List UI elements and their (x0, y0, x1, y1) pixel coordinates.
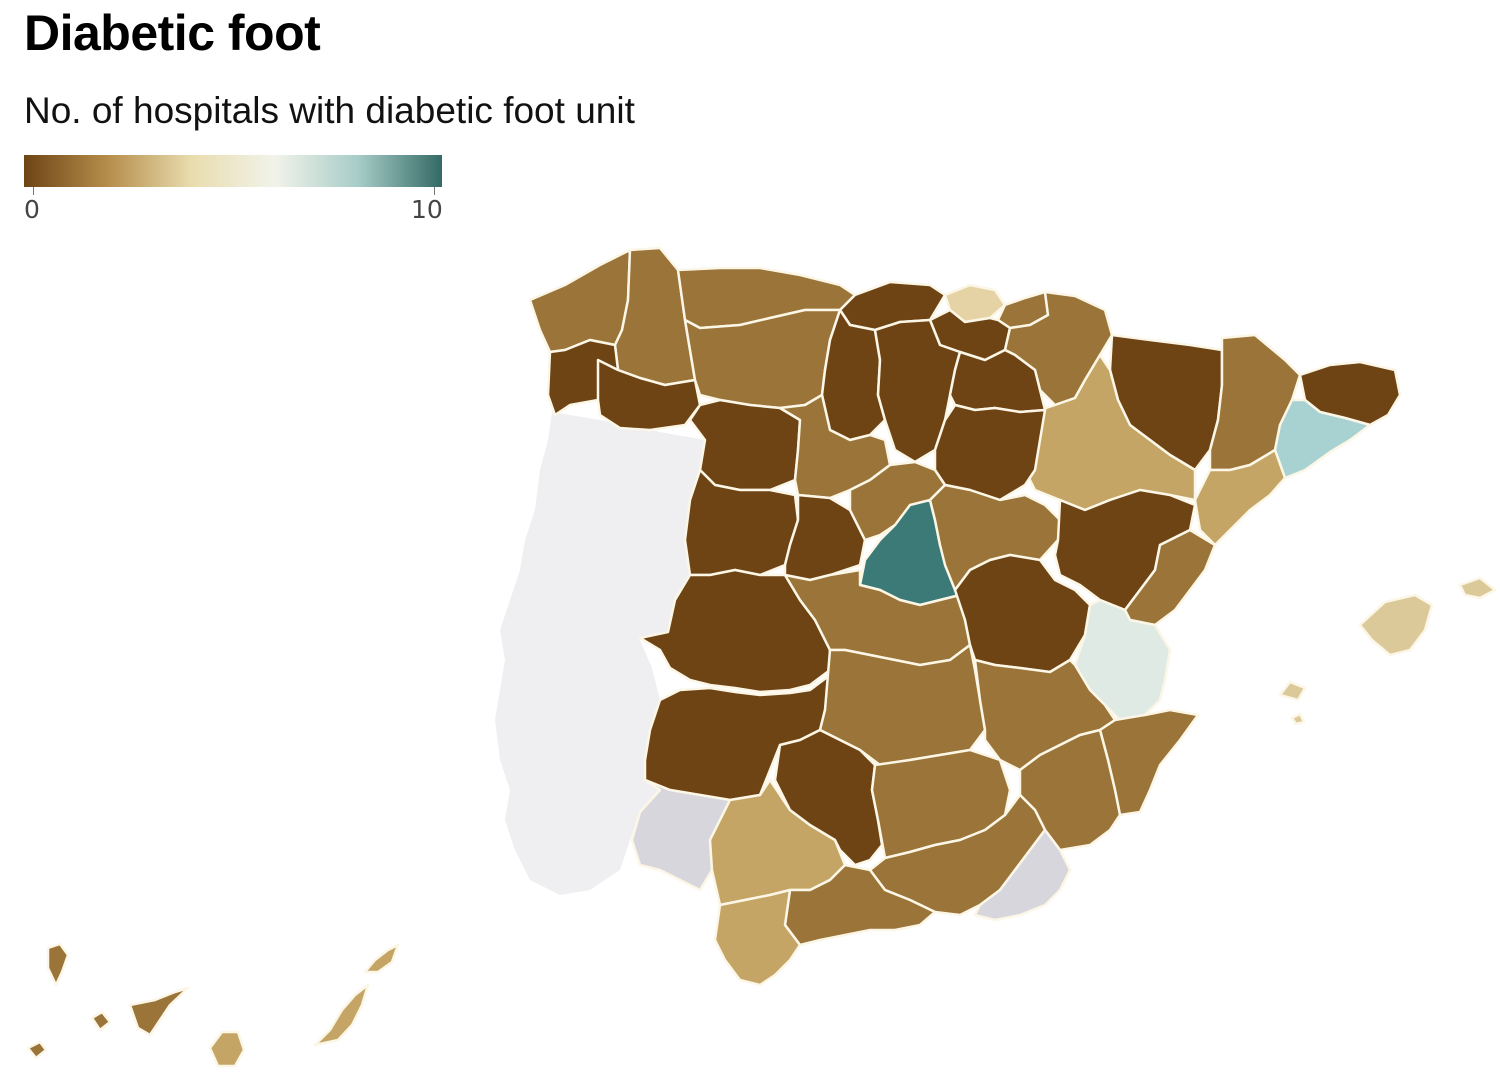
legend-max-label: 10 (411, 195, 443, 224)
region-barcelona[interactable] (1273, 398, 1372, 480)
region-tarragona[interactable] (1193, 448, 1287, 547)
region-navarra[interactable] (1003, 290, 1114, 407)
region-castellon[interactable] (1123, 528, 1217, 627)
region-santacruz-lapalma[interactable] (46, 942, 70, 987)
region-laspalmas-fuerteventura[interactable] (313, 983, 370, 1047)
map-subtitle: No. of hospitals with diabetic foot unit (24, 90, 635, 131)
region-baleares-menorca[interactable] (1458, 576, 1497, 600)
region-malaga[interactable] (783, 863, 937, 947)
legend-min-label: 0 (24, 195, 40, 224)
region-cadiz[interactable] (713, 888, 802, 987)
region-soria[interactable] (933, 403, 1047, 502)
region-baleares-ibiza[interactable] (1278, 680, 1307, 702)
region-baleares-formentera[interactable] (1290, 712, 1306, 726)
legend-tick-min (33, 187, 34, 195)
portugal-shape (495, 412, 735, 895)
region-santacruz-hierro[interactable] (26, 1040, 48, 1060)
region-santacruz-gomera[interactable] (90, 1010, 112, 1032)
legend-gradient-bar (24, 155, 442, 187)
region-zamora[interactable] (688, 398, 802, 492)
region-huelva[interactable] (630, 778, 732, 892)
legend-tick-max (434, 187, 435, 195)
region-almeria[interactable] (973, 828, 1072, 922)
map-title: Diabetic foot (24, 5, 321, 61)
region-coruna[interactable] (528, 248, 632, 354)
region-caceres[interactable] (638, 568, 832, 694)
region-laspalmas-grancanaria[interactable] (208, 1030, 246, 1068)
region-santacruz-tenerife[interactable] (128, 986, 190, 1037)
region-laspalmas-lanzarote[interactable] (363, 943, 400, 974)
color-legend: 0 10 (24, 155, 443, 224)
region-baleares-mallorca[interactable] (1358, 593, 1434, 657)
